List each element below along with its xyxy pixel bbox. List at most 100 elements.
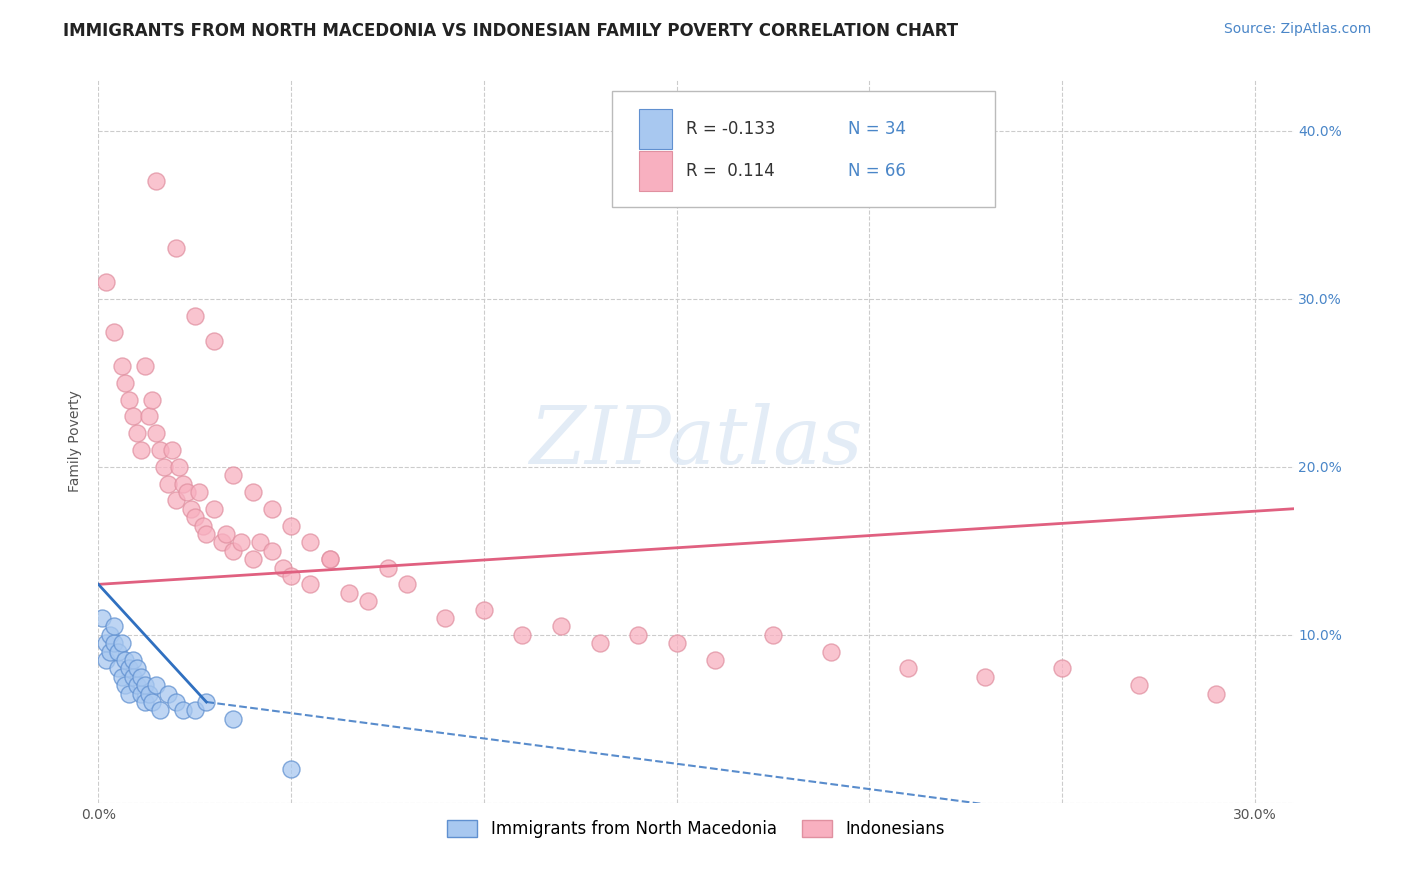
Point — [94, 275, 117, 289]
Point — [165, 241, 187, 255]
Text: N = 66: N = 66 — [848, 162, 905, 180]
Point — [395, 577, 418, 591]
Point — [820, 644, 842, 658]
Point — [195, 695, 218, 709]
Point — [103, 326, 125, 340]
Point — [1128, 678, 1150, 692]
Point — [122, 653, 145, 667]
Text: R =  0.114: R = 0.114 — [686, 162, 775, 180]
Point — [242, 485, 264, 500]
Point — [103, 619, 125, 633]
Point — [156, 476, 179, 491]
Point — [184, 510, 207, 524]
Point — [114, 678, 136, 692]
FancyBboxPatch shape — [638, 109, 672, 149]
Point — [260, 543, 283, 558]
Point — [145, 426, 167, 441]
Point — [110, 670, 132, 684]
Point — [357, 594, 380, 608]
Legend: Immigrants from North Macedonia, Indonesians: Immigrants from North Macedonia, Indones… — [440, 814, 952, 845]
Point — [249, 535, 271, 549]
Point — [160, 442, 183, 457]
Point — [184, 309, 207, 323]
Point — [165, 695, 187, 709]
Point — [110, 636, 132, 650]
Point — [98, 644, 121, 658]
Point — [149, 703, 172, 717]
Point — [191, 518, 214, 533]
Point — [377, 560, 399, 574]
FancyBboxPatch shape — [638, 152, 672, 191]
Point — [897, 661, 920, 675]
Point — [665, 636, 688, 650]
Point — [214, 527, 236, 541]
Point — [125, 678, 148, 692]
Point — [434, 611, 457, 625]
Point — [280, 518, 302, 533]
Point — [202, 501, 225, 516]
Point — [103, 636, 125, 650]
Point — [280, 762, 302, 776]
Point — [627, 628, 650, 642]
Text: N = 34: N = 34 — [848, 120, 905, 137]
Point — [134, 678, 156, 692]
Point — [211, 535, 233, 549]
Point — [588, 636, 610, 650]
Text: Source: ZipAtlas.com: Source: ZipAtlas.com — [1223, 22, 1371, 37]
Point — [550, 619, 572, 633]
Point — [202, 334, 225, 348]
Point — [122, 409, 145, 424]
Point — [165, 493, 187, 508]
Point — [118, 392, 141, 407]
Point — [125, 661, 148, 675]
Point — [260, 501, 283, 516]
Point — [472, 602, 495, 616]
Point — [1050, 661, 1073, 675]
Point — [299, 577, 322, 591]
Point — [169, 459, 191, 474]
Point — [141, 392, 163, 407]
Point — [91, 611, 114, 625]
Point — [153, 459, 176, 474]
Point — [134, 359, 156, 373]
Text: ZIPatlas: ZIPatlas — [529, 403, 863, 480]
Point — [125, 426, 148, 441]
Point — [145, 678, 167, 692]
Point — [180, 501, 202, 516]
Point — [94, 636, 117, 650]
Point — [145, 174, 167, 188]
Point — [134, 695, 156, 709]
Point — [229, 535, 252, 549]
Point — [172, 703, 194, 717]
FancyBboxPatch shape — [613, 91, 995, 207]
Point — [129, 670, 152, 684]
Point — [107, 644, 129, 658]
Y-axis label: Family Poverty: Family Poverty — [69, 391, 83, 492]
Point — [222, 712, 245, 726]
Point — [319, 552, 342, 566]
Point — [107, 661, 129, 675]
Point — [129, 442, 152, 457]
Point — [184, 703, 207, 717]
Point — [974, 670, 997, 684]
Point — [176, 485, 198, 500]
Point — [512, 628, 534, 642]
Point — [337, 586, 360, 600]
Point — [138, 687, 160, 701]
Point — [141, 695, 163, 709]
Point — [110, 359, 132, 373]
Text: IMMIGRANTS FROM NORTH MACEDONIA VS INDONESIAN FAMILY POVERTY CORRELATION CHART: IMMIGRANTS FROM NORTH MACEDONIA VS INDON… — [63, 22, 959, 40]
Point — [149, 442, 172, 457]
Text: R = -0.133: R = -0.133 — [686, 120, 776, 137]
Point — [94, 653, 117, 667]
Point — [118, 687, 141, 701]
Point — [222, 468, 245, 483]
Point — [118, 661, 141, 675]
Point — [98, 628, 121, 642]
Point — [1205, 687, 1227, 701]
Point — [319, 552, 342, 566]
Point — [114, 653, 136, 667]
Point — [187, 485, 209, 500]
Point — [273, 560, 295, 574]
Point — [129, 687, 152, 701]
